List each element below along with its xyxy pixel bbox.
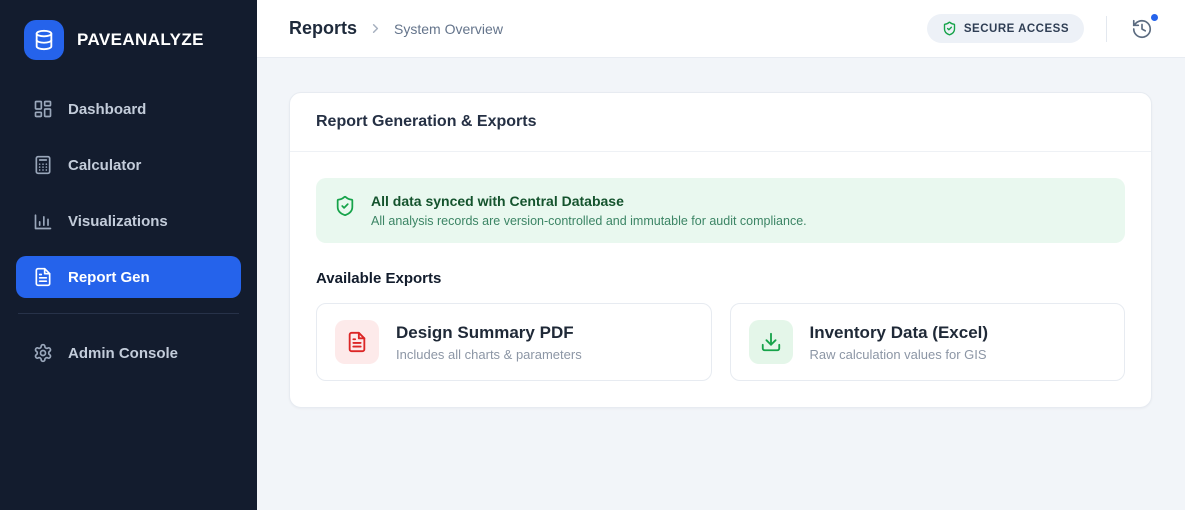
export-excel-text: Inventory Data (Excel) Raw calculation v… bbox=[810, 323, 989, 362]
breadcrumb-section[interactable]: Reports bbox=[289, 18, 358, 38]
card-header: Report Generation & Exports bbox=[290, 93, 1151, 152]
sidebar-item-label: Dashboard bbox=[68, 100, 147, 118]
shield-check-icon bbox=[942, 21, 957, 36]
layout-dashboard-icon bbox=[33, 99, 53, 119]
sidebar-item-visualizations[interactable]: Visualizations bbox=[16, 200, 241, 242]
main-area: Reports System Overview SECURE ACCESS bbox=[257, 0, 1185, 510]
card-title: Report Generation & Exports bbox=[316, 113, 537, 130]
sidebar-item-label: Calculator bbox=[68, 156, 142, 174]
content: Report Generation & Exports All data syn… bbox=[257, 58, 1185, 510]
sync-banner-text: All data synced with Central Database Al… bbox=[371, 193, 807, 228]
breadcrumb: Reports System Overview bbox=[289, 18, 503, 39]
file-text-icon bbox=[335, 320, 379, 364]
sidebar-item-admin-console[interactable]: Admin Console bbox=[16, 332, 241, 374]
sync-banner-title: All data synced with Central Database bbox=[371, 193, 624, 209]
export-title: Inventory Data (Excel) bbox=[809, 322, 989, 342]
sidebar-divider bbox=[18, 313, 239, 314]
secure-access-badge: SECURE ACCESS bbox=[926, 14, 1084, 43]
gear-icon bbox=[33, 343, 53, 363]
sidebar-item-dashboard[interactable]: Dashboard bbox=[16, 88, 241, 130]
sidebar: PAVEANALYZE Dashboard Ca bbox=[0, 0, 257, 510]
topbar-actions: SECURE ACCESS bbox=[926, 13, 1158, 43]
notification-dot bbox=[1151, 13, 1158, 21]
export-subtitle: Includes all charts & parameters bbox=[396, 346, 582, 362]
file-text-icon bbox=[33, 267, 53, 287]
topbar-divider bbox=[1106, 15, 1107, 42]
topbar: Reports System Overview SECURE ACCESS bbox=[257, 0, 1185, 58]
calculator-icon bbox=[33, 155, 53, 175]
export-title: Design Summary PDF bbox=[396, 322, 574, 342]
export-grid: Design Summary PDF Includes all charts &… bbox=[316, 303, 1125, 381]
export-excel-button[interactable]: Inventory Data (Excel) Raw calculation v… bbox=[729, 303, 1125, 381]
database-icon bbox=[24, 20, 64, 60]
shield-check-icon bbox=[334, 195, 356, 217]
secure-access-label: SECURE ACCESS bbox=[963, 22, 1069, 35]
chevron-right-icon bbox=[368, 21, 383, 36]
export-pdf-text: Design Summary PDF Includes all charts &… bbox=[396, 323, 582, 362]
sidebar-nav: Dashboard Calculator Visu bbox=[0, 86, 257, 390]
sidebar-item-label: Report Gen bbox=[68, 268, 150, 286]
report-exports-card: Report Generation & Exports All data syn… bbox=[289, 92, 1152, 408]
download-icon bbox=[748, 320, 793, 364]
card-body: All data synced with Central Database Al… bbox=[290, 152, 1151, 407]
sidebar-item-label: Visualizations bbox=[68, 212, 168, 230]
breadcrumb-page: System Overview bbox=[394, 20, 503, 37]
export-pdf-button[interactable]: Design Summary PDF Includes all charts &… bbox=[316, 303, 712, 381]
history-button[interactable] bbox=[1129, 13, 1158, 42]
sidebar-item-calculator[interactable]: Calculator bbox=[16, 144, 241, 186]
sidebar-item-report-gen[interactable]: Report Gen bbox=[16, 256, 241, 298]
sync-status-banner: All data synced with Central Database Al… bbox=[316, 178, 1125, 243]
brand-name: PAVEANALYZE bbox=[77, 30, 204, 49]
available-exports-heading: Available Exports bbox=[316, 270, 442, 287]
history-icon bbox=[1131, 18, 1153, 40]
bar-chart-icon bbox=[33, 211, 53, 231]
sync-banner-subtitle: All analysis records are version-control… bbox=[371, 214, 807, 228]
brand-logo: PAVEANALYZE bbox=[0, 0, 257, 86]
sidebar-item-label: Admin Console bbox=[68, 344, 179, 362]
export-subtitle: Raw calculation values for GIS bbox=[809, 346, 987, 362]
